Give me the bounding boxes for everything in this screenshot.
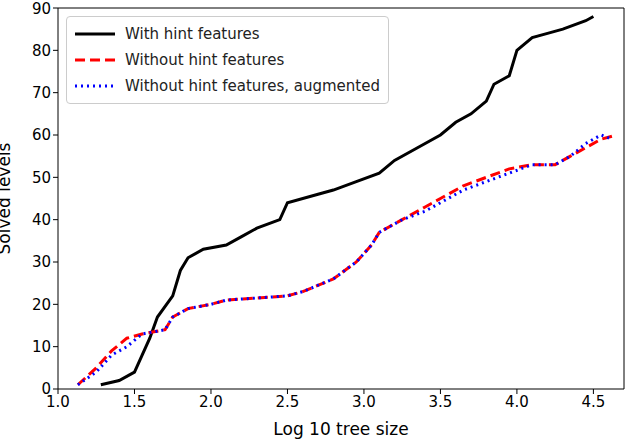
svg-text:2.0: 2.0 [199, 393, 223, 411]
svg-text:3.0: 3.0 [352, 393, 376, 411]
svg-text:Solved levels: Solved levels [8, 142, 14, 254]
svg-text:1.0: 1.0 [46, 392, 70, 411]
svg-text:40: 40 [32, 211, 51, 229]
svg-text:50: 50 [32, 169, 51, 187]
svg-text:10: 10 [32, 338, 51, 356]
svg-text:4.5: 4.5 [581, 393, 605, 411]
svg-text:2.5: 2.5 [276, 393, 300, 411]
svg-text:3.5: 3.5 [429, 393, 453, 411]
svg-text:4.0: 4.0 [505, 393, 529, 411]
svg-text:Log 10 tree size: Log 10 tree size [273, 419, 408, 439]
svg-text:90: 90 [32, 0, 51, 18]
svg-text:0: 0 [41, 380, 51, 398]
html-text:With hint features: With hint features [125, 25, 260, 43]
svg-text:20: 20 [32, 296, 51, 314]
svg-text:1.5: 1.5 [123, 393, 147, 411]
svg-text:70: 70 [32, 84, 51, 102]
html-text:Without hint features: Without hint features [125, 51, 285, 69]
html-text:Without hint features, augment: Without hint features, augmented [125, 77, 380, 95]
svg-text:30: 30 [32, 253, 51, 271]
svg-text:60: 60 [32, 126, 51, 144]
svg-text:80: 80 [32, 42, 51, 60]
